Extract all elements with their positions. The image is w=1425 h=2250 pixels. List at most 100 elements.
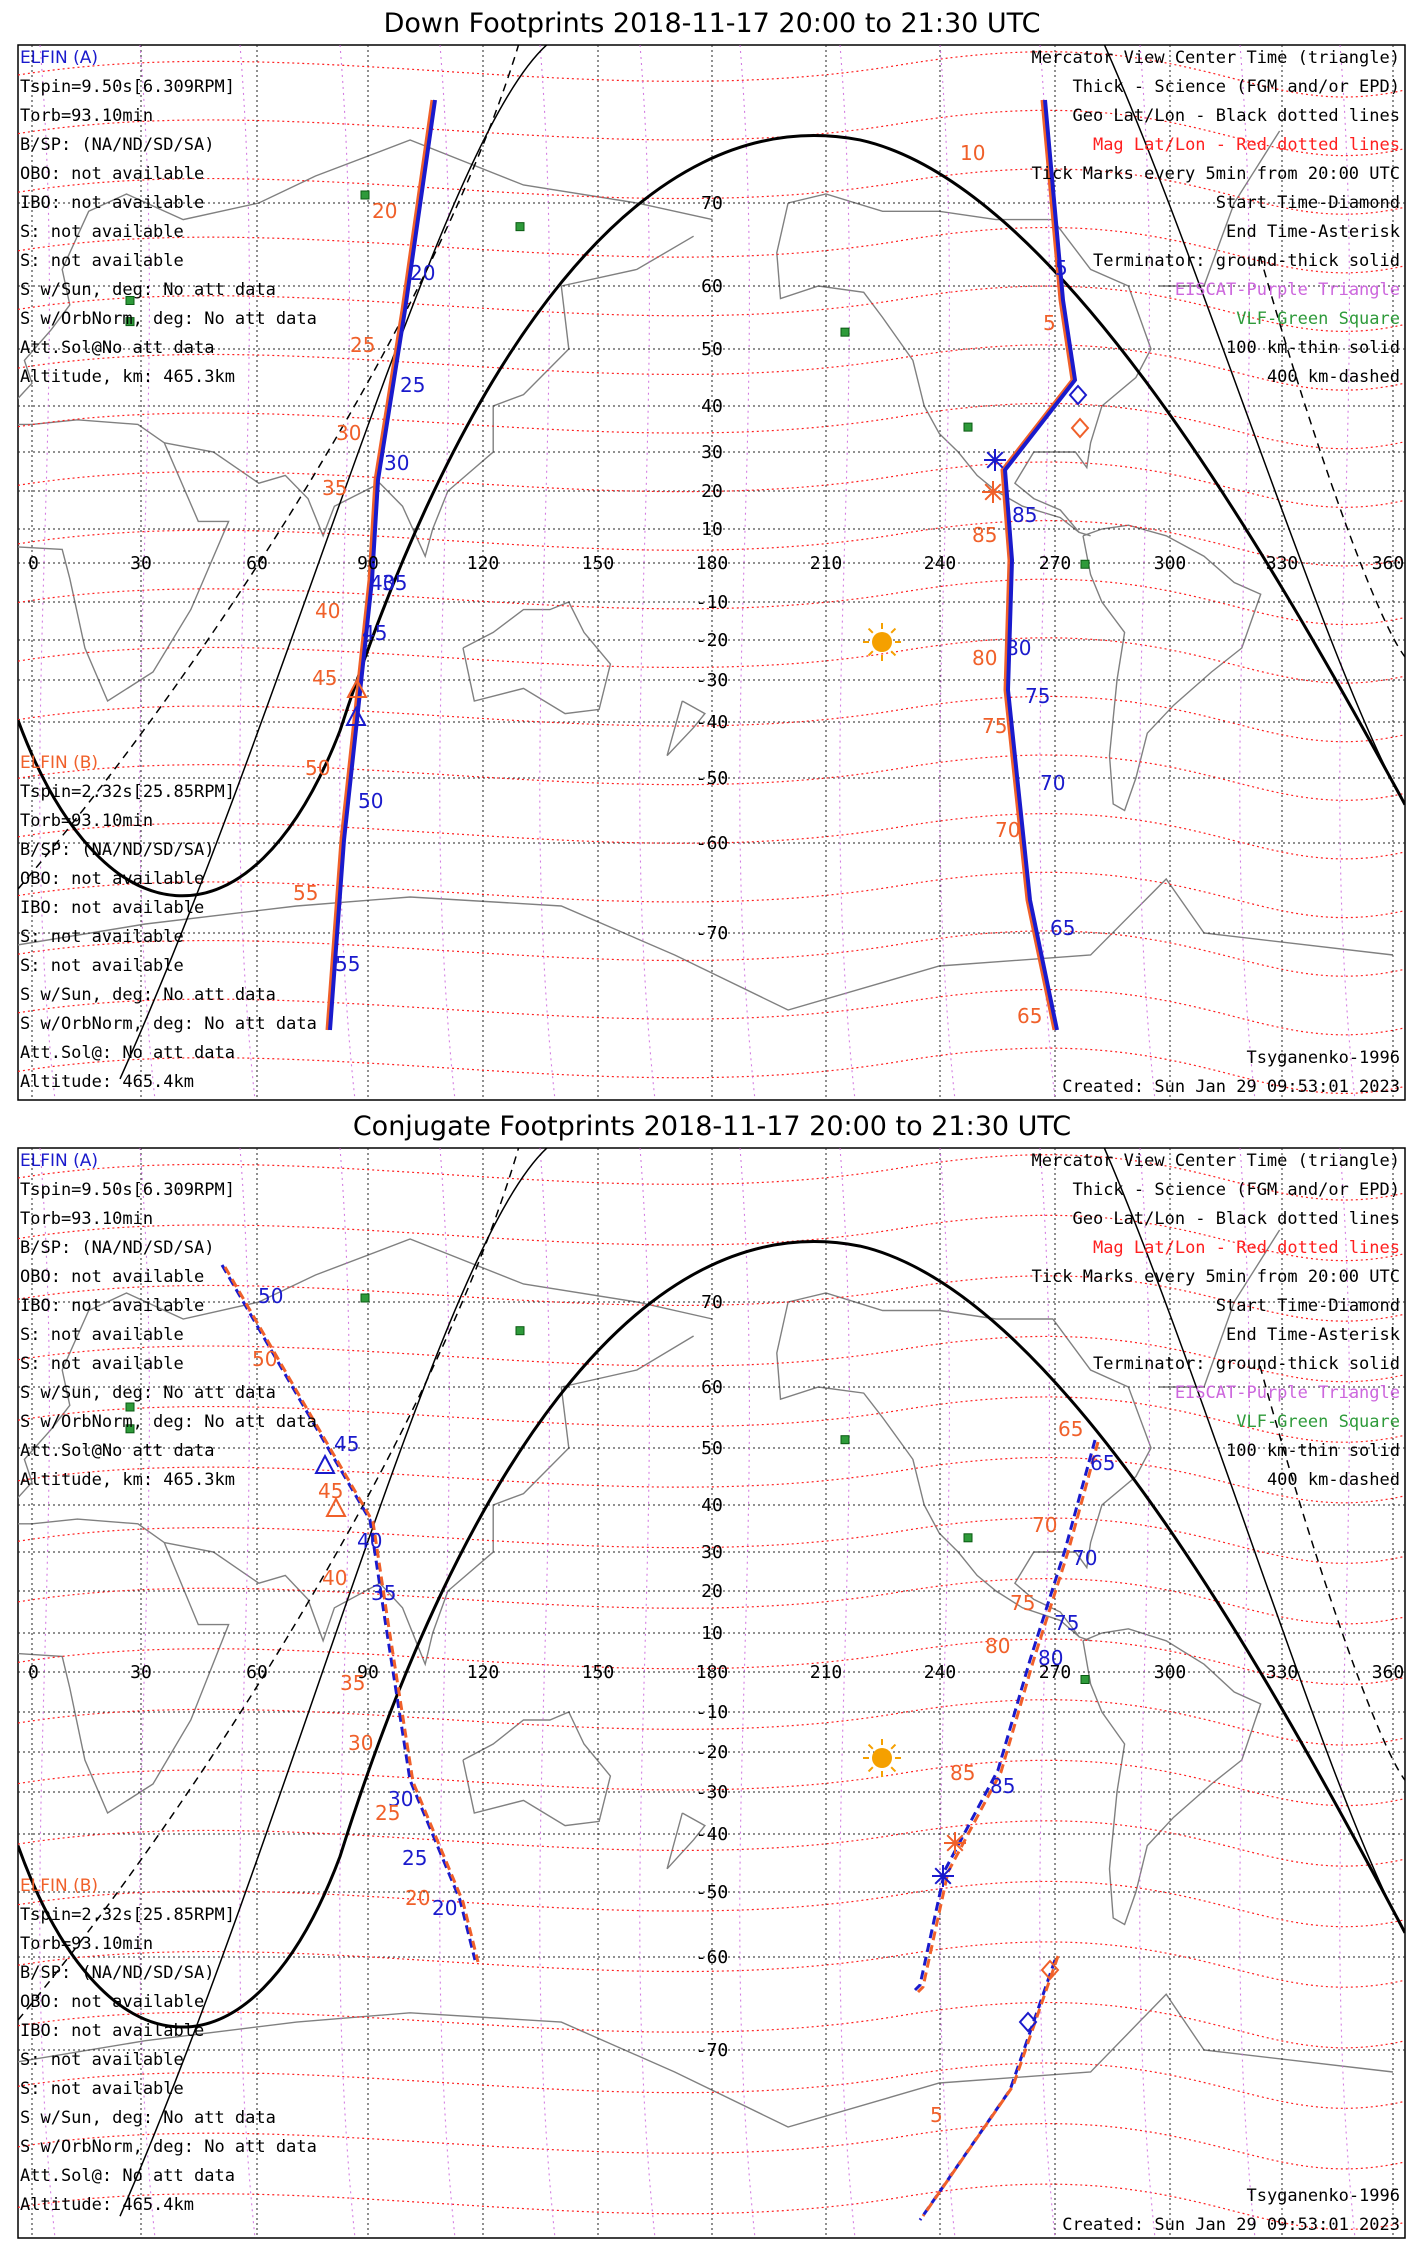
center-triangle-b <box>325 1496 347 1517</box>
mag-lat-line <box>18 168 1405 215</box>
mag-lat-line <box>18 1047 1405 1094</box>
lat-label: 30 <box>701 1542 723 1563</box>
created-label: Created: Sun Jan 29 09:53:01 2023 <box>1062 1077 1400 1097</box>
vlf-station-square <box>125 1424 135 1434</box>
coast-asia-south <box>164 1335 694 1667</box>
track-a-tick-label: 70 <box>1072 1546 1097 1570</box>
lat-label: 70 <box>701 1292 723 1313</box>
center-triangle-a <box>345 705 367 726</box>
sun-ray <box>867 1766 874 1773</box>
elfin-b-info-line: IBO: not available <box>20 898 204 918</box>
track-b-tick-label: 50 <box>252 1347 277 1371</box>
track-a-tick-label: 35 <box>371 1581 396 1605</box>
track-elfin-a-west <box>328 99 437 1031</box>
legend-line: Geo Lat/Lon - Black dotted lines <box>1072 106 1400 126</box>
lon-label: 360 <box>1372 1662 1405 1683</box>
left-info: ELFIN (A) Tspin=9.50s[6.309RPM] Torb=93.10… <box>20 48 317 1092</box>
legend-line: End Time-Asterisk <box>1226 222 1400 242</box>
legend-line: Mag Lat/Lon - Red dotted lines <box>1093 1238 1400 1258</box>
mag-lat-line <box>18 695 1405 743</box>
vlf-station-square <box>515 222 525 232</box>
terminator-group <box>18 1148 1405 2217</box>
terminator-400km-line <box>18 45 1405 890</box>
vlf-station-square <box>125 296 135 305</box>
mag-lat-line <box>18 461 1405 508</box>
mag-lat-line <box>18 1335 1405 1383</box>
lon-label: 210 <box>810 1662 843 1683</box>
track-b-tick-label: 55 <box>293 881 318 905</box>
mag-lat-line <box>18 813 1405 860</box>
lat-label: 10 <box>701 1623 723 1644</box>
coast-north-america-east <box>787 193 1152 537</box>
legend-line: 100 km-thin solid <box>1226 338 1400 358</box>
elfin-b-info-line: Att.Sol@: No att data <box>20 2166 235 2186</box>
terminator-group <box>18 45 1405 1080</box>
track-a-tick-label: 85 <box>1012 503 1037 527</box>
lon-label: 150 <box>582 553 615 574</box>
elfin-b-info-line: B/SP: (NA/ND/SD/SA) <box>20 840 214 860</box>
terminator-400km-line <box>18 1148 1405 2021</box>
coast-africa <box>18 1518 230 1815</box>
mag-lon-line <box>539 1148 556 2238</box>
legend-line: Geo Lat/Lon - Black dotted lines <box>1072 1209 1400 1229</box>
sun-ray <box>890 1743 897 1750</box>
coast-africa <box>18 419 230 703</box>
lat-label: -60 <box>696 1947 729 1968</box>
lat-label: 20 <box>701 1581 723 1602</box>
lon-label: 120 <box>467 1662 500 1683</box>
track-a-tick-label: 25 <box>400 373 425 397</box>
elfin-b-info-line: B/SP: (NA/ND/SD/SA) <box>20 1963 214 1983</box>
mag-lat-line <box>18 2183 1405 2230</box>
elfin-a-info-line: Tspin=9.50s[6.309RPM] <box>20 1180 235 1200</box>
track-b-tick-label: 50 <box>305 756 330 780</box>
sun-icon <box>863 623 901 661</box>
track-b-tick-label: 70 <box>1032 1513 1057 1537</box>
mag-lon-line <box>1139 1148 1156 2238</box>
elfin-b-info-line: Tspin=2.32s[25.85RPM] <box>20 782 235 802</box>
track-a-tick-label: 35 <box>382 571 407 595</box>
track-elfin-b-west <box>325 99 434 1031</box>
lon-label: 270 <box>1039 1662 1072 1683</box>
track-b-tick-label: 35 <box>322 476 347 500</box>
sun-icon <box>863 1739 901 1777</box>
elfin-b-info-line: Altitude: 465.4km <box>20 1072 194 1092</box>
track-b-tick-label: 65 <box>1058 1417 1083 1441</box>
lon-label: 30 <box>130 553 152 574</box>
tracks <box>325 99 1078 1031</box>
mag-lat-line <box>18 344 1405 391</box>
elfin-a-info-line: B/SP: (NA/ND/SD/SA) <box>20 1238 214 1258</box>
track-a-tick-label: 65 <box>1050 916 1075 940</box>
mag-lat-line <box>18 2001 1405 2049</box>
start-diamond-a <box>1018 2011 1038 2033</box>
track-elfin-b-east <box>916 1441 1100 1994</box>
end-asterisk-a <box>932 1865 954 1887</box>
map-content: 70 60 50 40 30 20 10 -10 -20 -30 -40 -50 -60 -70 0 30 60… <box>18 45 1405 1100</box>
lat-label: -40 <box>696 712 729 733</box>
elfin-a-info-line: Torb=93.10min <box>20 106 153 126</box>
lon-label: 0 <box>28 553 39 574</box>
elfin-b-info-line: S w/Sun, deg: No att data <box>20 2108 276 2128</box>
elfin-b-info-line: Altitude: 465.4km <box>20 2195 194 2215</box>
mag-lon-grid <box>39 1148 1356 2238</box>
coast-eurasia-north <box>18 1238 713 1499</box>
mag-lon-line <box>239 1148 256 2238</box>
vlf-station-square <box>963 1533 973 1543</box>
elfin-a-info-line: S: not available <box>20 222 184 242</box>
sun-disk <box>872 1748 892 1768</box>
terminator-100km-line <box>119 45 1405 1080</box>
mag-lat-line <box>18 1396 1405 1443</box>
map-content: 70 60 50 40 30 20 10 -10 -20 -30 -40 -50 -60 -70 0 30 60… <box>18 1148 1405 2238</box>
track-a-tick-label: 45 <box>362 621 387 645</box>
elfin-a-info-line: Att.Sol@No att data <box>20 338 214 358</box>
elfin-b-info-line: Att.Sol@: No att data <box>20 1043 235 1063</box>
lat-label: 60 <box>701 276 723 297</box>
lat-label: 70 <box>701 193 723 214</box>
right-info: Mercator View Center Time (triangle) Thic… <box>1032 1151 1400 2235</box>
end-asterisk-b <box>944 1832 966 1854</box>
lat-label: -70 <box>696 2040 729 2061</box>
lon-label: 270 <box>1039 553 1072 574</box>
track-a-tick-label: 30 <box>384 451 409 475</box>
markers <box>314 1453 1060 2033</box>
lat-label: -40 <box>696 1824 729 1845</box>
